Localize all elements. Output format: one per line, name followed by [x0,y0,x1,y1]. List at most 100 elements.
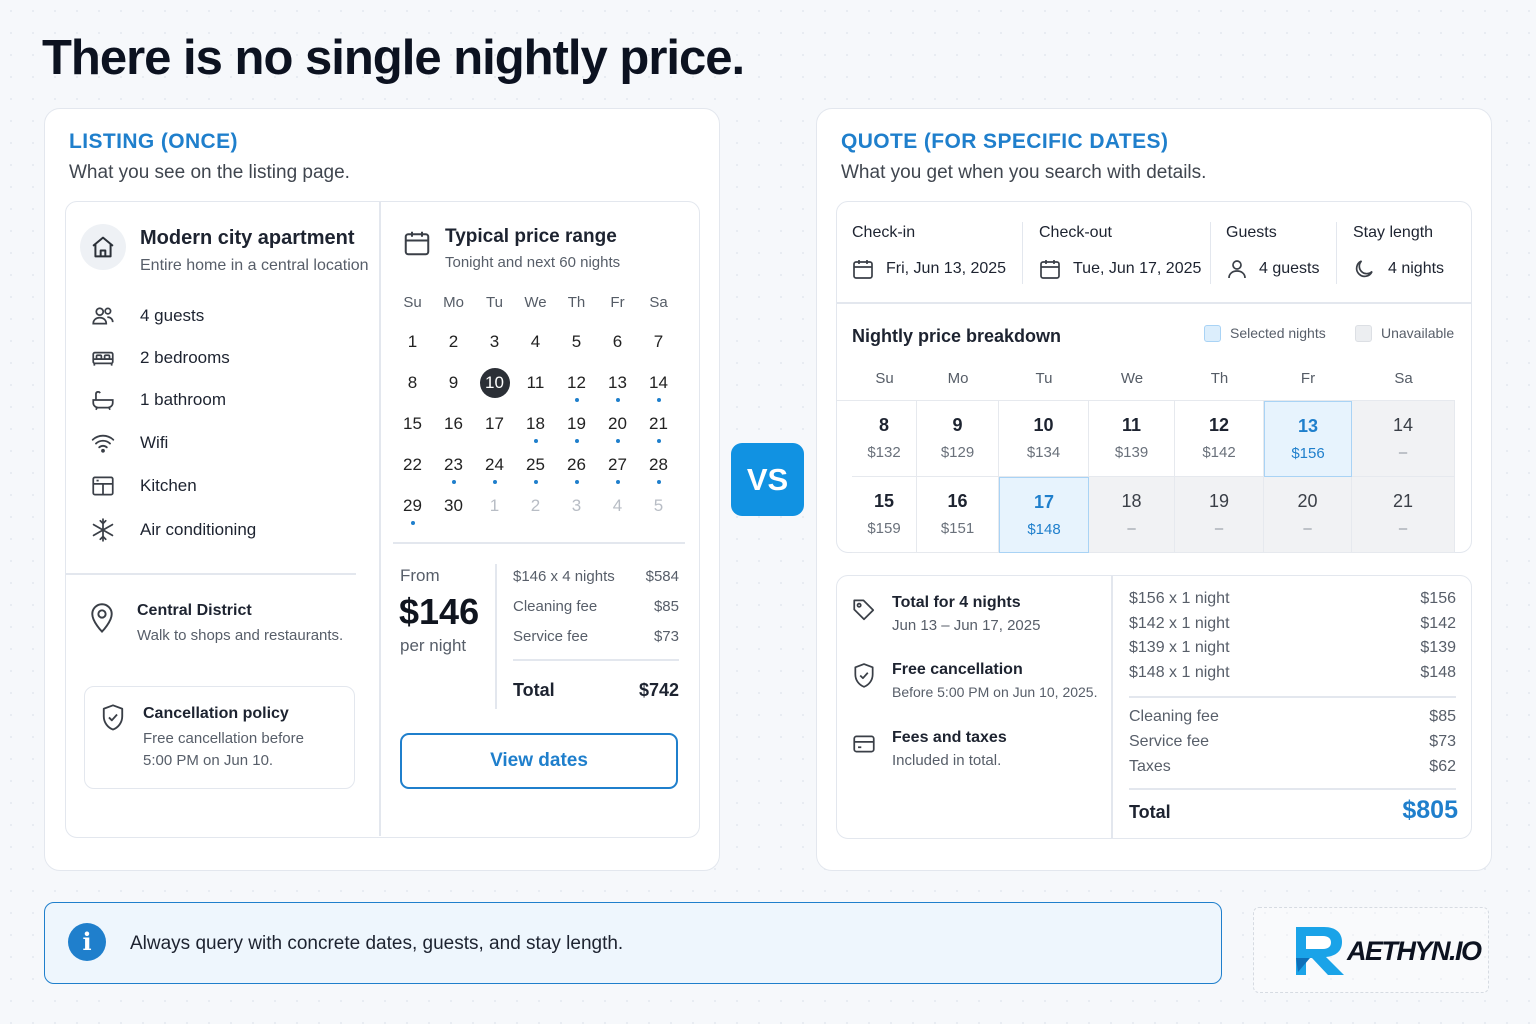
calendar-day[interactable]: 16 [433,403,474,444]
breakdown-day-cell[interactable]: 11 $139 [1089,401,1175,477]
breakdown-day-cell[interactable]: 19 – [1175,477,1264,553]
calendar-day-number: 4 [612,496,623,515]
breakdown-day-cell[interactable]: 13 $156 [1264,401,1352,477]
calendar-day-number: 6 [612,332,623,351]
calendar-day[interactable]: 4 [597,485,638,526]
weekday-label: Mo [443,294,464,311]
calendar-day[interactable]: 29 [392,485,433,526]
vs-label: VS [746,462,789,497]
calendar-day[interactable]: 3 [556,485,597,526]
breakdown-day-cell[interactable]: 17 $148 [999,477,1089,553]
calendar-day[interactable]: 4 [515,321,556,362]
breakdown-day-price: – [1214,520,1224,537]
breakdown-day-number: 14 [1392,415,1414,435]
calendar-week-row: 15 16 17 18 19 20 21 [392,403,679,444]
calendar-day[interactable]: 18 [515,403,556,444]
calendar-day[interactable]: 23 [433,444,474,485]
calendar-day[interactable]: 20 [597,403,638,444]
home-icon [89,233,117,261]
listing-subheading: What you see on the listing page. [69,162,350,183]
calendar-day[interactable]: 14 [638,362,679,403]
price-line-label: Service fee [513,628,589,645]
listing-heading: LISTING (ONCE) [69,130,238,153]
calendar-day[interactable]: 17 [474,403,515,444]
calendar-day[interactable]: 13 [597,362,638,403]
amenity-item: Wifi [90,429,370,459]
breakdown-day-cell[interactable]: 14 – [1352,401,1455,477]
calendar-day-number: 10 [479,368,510,398]
calendar-day-number: 19 [567,414,586,433]
nightly-line-label: $139 x 1 night [1129,639,1230,656]
calendar-day[interactable]: 26 [556,444,597,485]
search-divider [1022,222,1023,284]
breakdown-day-number: 9 [952,415,963,435]
fee-line-label: Cleaning fee [1129,708,1219,725]
calendar-day[interactable]: 30 [433,485,474,526]
calendar-day[interactable]: 25 [515,444,556,485]
calendar-day[interactable]: 1 [474,485,515,526]
search-field-checkout[interactable]: Check-out Tue, Jun 17, 2025 [1024,202,1209,302]
search-field-checkin[interactable]: Check-in Fri, Jun 13, 2025 [837,202,1022,302]
calendar-day[interactable]: 21 [638,403,679,444]
location-title: Central District [137,602,252,619]
calendar-day[interactable]: 5 [638,485,679,526]
breakdown-day-cell[interactable]: 18 – [1089,477,1175,553]
quote-lines-divider [1129,696,1456,698]
amenity-label: Kitchen [140,476,197,495]
calendar-day-number: 5 [571,332,582,351]
breakdown-day-cell[interactable]: 9 $129 [917,401,999,477]
weekday-label: Sa [649,294,668,311]
availability-dot [574,398,579,402]
info-banner: i Always query with concrete dates, gues… [44,902,1222,984]
breakdown-day-cell[interactable]: 20 – [1264,477,1352,553]
calendar-day[interactable]: 6 [597,321,638,362]
price-line-value: $85 [653,598,679,615]
calendar-day[interactable]: 27 [597,444,638,485]
breakdown-day-number: 11 [1121,415,1142,435]
calendar-day[interactable]: 7 [638,321,679,362]
calendar-day-number: 16 [444,414,463,433]
calendar-week-row: 8 9 10 11 12 13 14 [392,362,679,403]
search-field-stay-length[interactable]: Stay length 4 nights [1338,202,1471,302]
weekday-label: Sa [1394,370,1413,387]
calendar-day[interactable]: 28 [638,444,679,485]
calendar-day[interactable]: 9 [433,362,474,403]
calendar-day[interactable]: 24 [474,444,515,485]
amenity-label: 2 bedrooms [140,348,230,367]
search-field-value: 4 nights [1388,260,1445,277]
calendar-day[interactable]: 22 [392,444,433,485]
view-dates-button[interactable]: View dates [400,733,678,789]
price-amount: $146 [399,591,480,632]
calendar-day[interactable]: 3 [474,321,515,362]
calendar-day[interactable]: 1 [392,321,433,362]
calendar-day[interactable]: 12 [556,362,597,403]
calendar-day[interactable]: 2 [433,321,474,362]
calendar-day[interactable]: 15 [392,403,433,444]
calendar-day[interactable]: 11 [515,362,556,403]
breakdown-day-price: $159 [867,520,901,537]
search-field-guests[interactable]: Guests 4 guests [1211,202,1336,302]
calendar-day-number: 17 [485,414,504,433]
calendar-day[interactable]: 2 [515,485,556,526]
calendar-day-number: 21 [649,414,668,433]
summary-title: Fees and taxes [892,729,1007,746]
breakdown-day-price: $134 [1026,444,1061,461]
calendar-day[interactable]: 8 [392,362,433,403]
calendar-day[interactable]: 19 [556,403,597,444]
breakdown-day-cell[interactable]: 10 $134 [999,401,1089,477]
calendar-day[interactable]: 10 [474,362,515,403]
calendar-day-number: 2 [530,496,541,515]
breakdown-day-cell[interactable]: 8 $132 [852,401,917,477]
calendar-divider [393,542,685,544]
calendar-day[interactable]: 5 [556,321,597,362]
breakdown-day-cell[interactable]: 12 $142 [1175,401,1264,477]
calendar-week-row: 29 30 1 2 3 4 5 [392,485,679,526]
breakdown-day-number: 19 [1208,491,1230,511]
breakdown-day-cell[interactable]: 16 $151 [917,477,999,553]
calendar-day-number: 9 [448,373,459,392]
amenity-label: Wifi [140,433,169,452]
breakdown-day-cell[interactable]: 21 – [1352,477,1455,553]
calendar-day-number: 1 [489,496,500,515]
breakdown-day-price: $148 [1027,521,1061,538]
breakdown-day-cell[interactable]: 15 $159 [852,477,917,553]
